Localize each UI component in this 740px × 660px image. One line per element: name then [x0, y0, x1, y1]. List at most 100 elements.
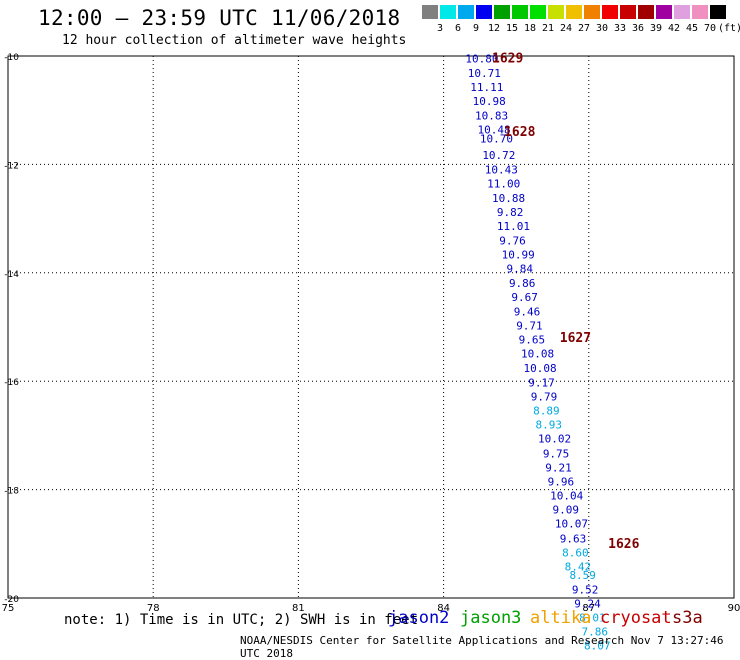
wave-height-label: 10.70 — [480, 132, 513, 145]
y-tick-label: -10 — [4, 53, 19, 63]
wave-height-label: 9.52 — [572, 583, 599, 596]
wave-height-label: 10.83 — [475, 110, 508, 123]
wave-height-label: 9.24 — [574, 597, 601, 610]
wave-height-label: 9.67 — [511, 291, 538, 304]
chart-title: 12:00 — 23:59 UTC 11/06/2018 — [38, 6, 401, 30]
colorbar-swatch — [422, 5, 438, 19]
colorbar-swatch — [692, 5, 708, 19]
colorbar-swatch — [638, 5, 654, 19]
colorbar-label: 45 — [685, 23, 699, 34]
colorbar-swatch — [476, 5, 492, 19]
colorbar-label: 9 — [472, 23, 480, 34]
footer-credit: NOAA/NESDIS Center for Satellite Applica… — [240, 634, 724, 660]
colorbar-swatch — [440, 5, 456, 19]
wave-height-label: 10.88 — [492, 192, 525, 205]
colorbar-label: 36 — [631, 23, 645, 34]
wave-height-label: 9.84 — [507, 262, 534, 275]
colorbar-label: 33 — [613, 23, 627, 34]
y-tick-label: -12 — [4, 161, 19, 171]
wave-height-label: 10.08 — [521, 348, 554, 361]
legend-item-jason3: jason3 — [460, 608, 522, 628]
colorbar-swatch — [548, 5, 564, 19]
colorbar-swatch — [494, 5, 510, 19]
colorbar-swatch — [458, 5, 474, 19]
wave-height-label: 8.60 — [562, 546, 589, 559]
orbit-number-label: 1628 — [504, 125, 535, 140]
colorbar-label: 39 — [649, 23, 663, 34]
wave-height-label: 9.46 — [514, 305, 541, 318]
x-tick-label: 90 — [728, 603, 740, 614]
wave-height-label: 10.02 — [538, 433, 571, 446]
wave-height-label: 10.48 — [477, 124, 510, 137]
wave-height-label: 9.63 — [560, 532, 587, 545]
colorbar-swatch — [512, 5, 528, 19]
wave-height-label: 10.08 — [523, 362, 556, 375]
wave-height-label: 10.43 — [485, 163, 518, 176]
plot-frame — [7, 55, 735, 599]
wave-height-label: 9.76 — [499, 234, 526, 247]
colorbar-label: 15 — [505, 23, 519, 34]
colorbar-label: 24 — [559, 23, 573, 34]
orbit-number-label: 1629 — [492, 52, 523, 67]
wave-height-label: 10.04 — [550, 490, 583, 503]
x-tick-label: 84 — [437, 603, 450, 614]
wave-height-label: 8.89 — [533, 404, 560, 417]
x-tick-label: 87 — [582, 603, 595, 614]
legend-item-altika: altika — [530, 608, 592, 628]
y-tick-label: -20 — [4, 595, 19, 605]
wave-height-label: 9.96 — [548, 475, 575, 488]
chart-note: note: 1) Time is in UTC; 2) SWH is in fe… — [64, 612, 419, 628]
y-tick-label: -18 — [4, 487, 19, 497]
wave-height-label: 9.71 — [516, 319, 543, 332]
colorbar-label: 3 — [436, 23, 444, 34]
colorbar-swatch — [602, 5, 618, 19]
colorbar-label: 27 — [577, 23, 591, 34]
wave-height-label: 10.07 — [555, 518, 588, 531]
colorbar-label: 18 — [523, 23, 537, 34]
colorbar-label: (ft) — [718, 23, 740, 34]
wave-height-label: 9.79 — [531, 390, 558, 403]
colorbar-swatch — [620, 5, 636, 19]
wave-height-label: 11.01 — [497, 220, 530, 233]
wave-height-label: 8.07 — [584, 640, 611, 650]
wave-height-label: 10.99 — [502, 248, 535, 261]
chart-subtitle: 12 hour collection of altimeter wave hei… — [62, 33, 407, 48]
colorbar-swatch — [584, 5, 600, 19]
x-tick-label: 75 — [2, 603, 15, 614]
wave-height-label: 9.82 — [497, 206, 523, 219]
wave-height-label: 9.86 — [509, 277, 536, 290]
wave-height-label: 8.42 — [565, 561, 592, 574]
wave-height-label: 9.75 — [543, 447, 570, 460]
colorbar-swatch — [674, 5, 690, 19]
wave-height-label: 10.71 — [468, 67, 501, 80]
colorbar-label: 70 — [703, 23, 717, 34]
colorbar-label: 30 — [595, 23, 609, 34]
x-tick-label: 78 — [147, 603, 160, 614]
wave-height-label: 10.98 — [473, 95, 506, 108]
wave-height-label: 9.21 — [545, 461, 572, 474]
wave-height-label: 9.09 — [553, 504, 580, 517]
colorbar-swatch — [530, 5, 546, 19]
wave-height-label: 9.17 — [528, 376, 555, 389]
orbit-number-label: 1626 — [608, 537, 639, 552]
wave-height-label: 10.72 — [482, 149, 515, 162]
wave-height-label: 8.59 — [569, 569, 596, 582]
legend-item-s3a: s3a — [672, 608, 703, 628]
y-tick-label: -14 — [4, 270, 19, 280]
x-tick-label: 81 — [292, 603, 305, 614]
colorbar-swatch — [566, 5, 582, 19]
wave-height-label: 10.80 — [465, 53, 498, 66]
legend-item-cryosat: cryosat — [600, 608, 672, 628]
wave-height-label: 8.93 — [536, 419, 563, 432]
wave-height-label: 8.01 — [579, 612, 606, 625]
orbit-number-label: 1627 — [560, 331, 591, 346]
wave-height-label: 11.00 — [487, 177, 520, 190]
colorbar-swatch — [710, 5, 726, 19]
colorbar-swatch — [656, 5, 672, 19]
wave-height-label: 11.11 — [470, 81, 503, 94]
wave-height-label: 7.86 — [582, 626, 609, 639]
colorbar-label: 6 — [454, 23, 462, 34]
y-tick-label: -16 — [4, 378, 19, 388]
wave-height-label: 9.65 — [519, 333, 546, 346]
